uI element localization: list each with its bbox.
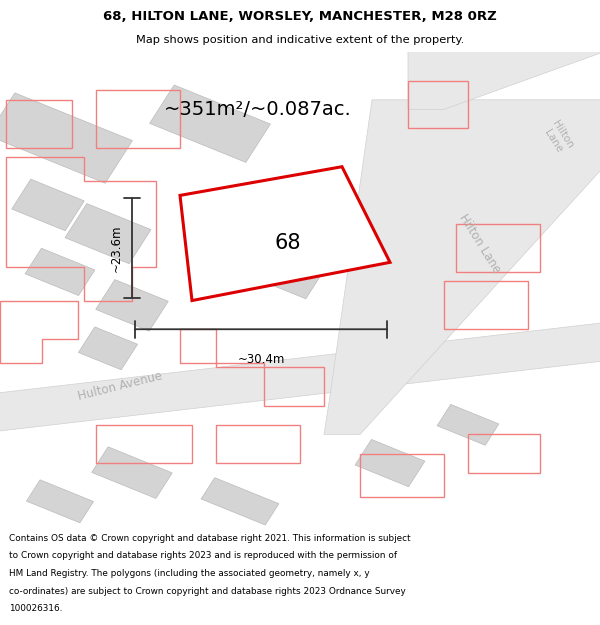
Polygon shape (149, 85, 271, 162)
Polygon shape (324, 100, 600, 434)
Text: HM Land Registry. The polygons (including the associated geometry, namely x, y: HM Land Registry. The polygons (includin… (9, 569, 370, 578)
Polygon shape (92, 447, 172, 498)
Text: Hulton Avenue: Hulton Avenue (76, 370, 164, 403)
Polygon shape (12, 179, 84, 231)
Polygon shape (0, 93, 133, 183)
Polygon shape (79, 327, 137, 370)
Polygon shape (180, 167, 390, 301)
Text: Hilton Lane: Hilton Lane (457, 211, 503, 275)
Polygon shape (65, 204, 151, 264)
Polygon shape (437, 404, 499, 445)
Text: Hilton
Lane: Hilton Lane (541, 119, 575, 157)
Polygon shape (96, 279, 168, 331)
Polygon shape (25, 248, 95, 296)
Polygon shape (355, 439, 425, 487)
Polygon shape (201, 478, 279, 525)
Text: Map shows position and indicative extent of the property.: Map shows position and indicative extent… (136, 36, 464, 46)
Text: 68: 68 (275, 233, 301, 253)
Text: 68, HILTON LANE, WORSLEY, MANCHESTER, M28 0RZ: 68, HILTON LANE, WORSLEY, MANCHESTER, M2… (103, 11, 497, 23)
Text: ~23.6m: ~23.6m (110, 224, 123, 272)
Polygon shape (408, 42, 600, 109)
Text: ~30.4m: ~30.4m (238, 353, 284, 366)
Text: 100026316.: 100026316. (9, 604, 62, 613)
Text: Contains OS data © Crown copyright and database right 2021. This information is : Contains OS data © Crown copyright and d… (9, 534, 410, 542)
Text: ~351m²/~0.087ac.: ~351m²/~0.087ac. (164, 100, 352, 119)
Text: to Crown copyright and database rights 2023 and is reproduced with the permissio: to Crown copyright and database rights 2… (9, 551, 397, 561)
Polygon shape (231, 226, 333, 299)
Polygon shape (0, 319, 600, 434)
Polygon shape (26, 480, 94, 523)
Text: co-ordinates) are subject to Crown copyright and database rights 2023 Ordnance S: co-ordinates) are subject to Crown copyr… (9, 586, 406, 596)
